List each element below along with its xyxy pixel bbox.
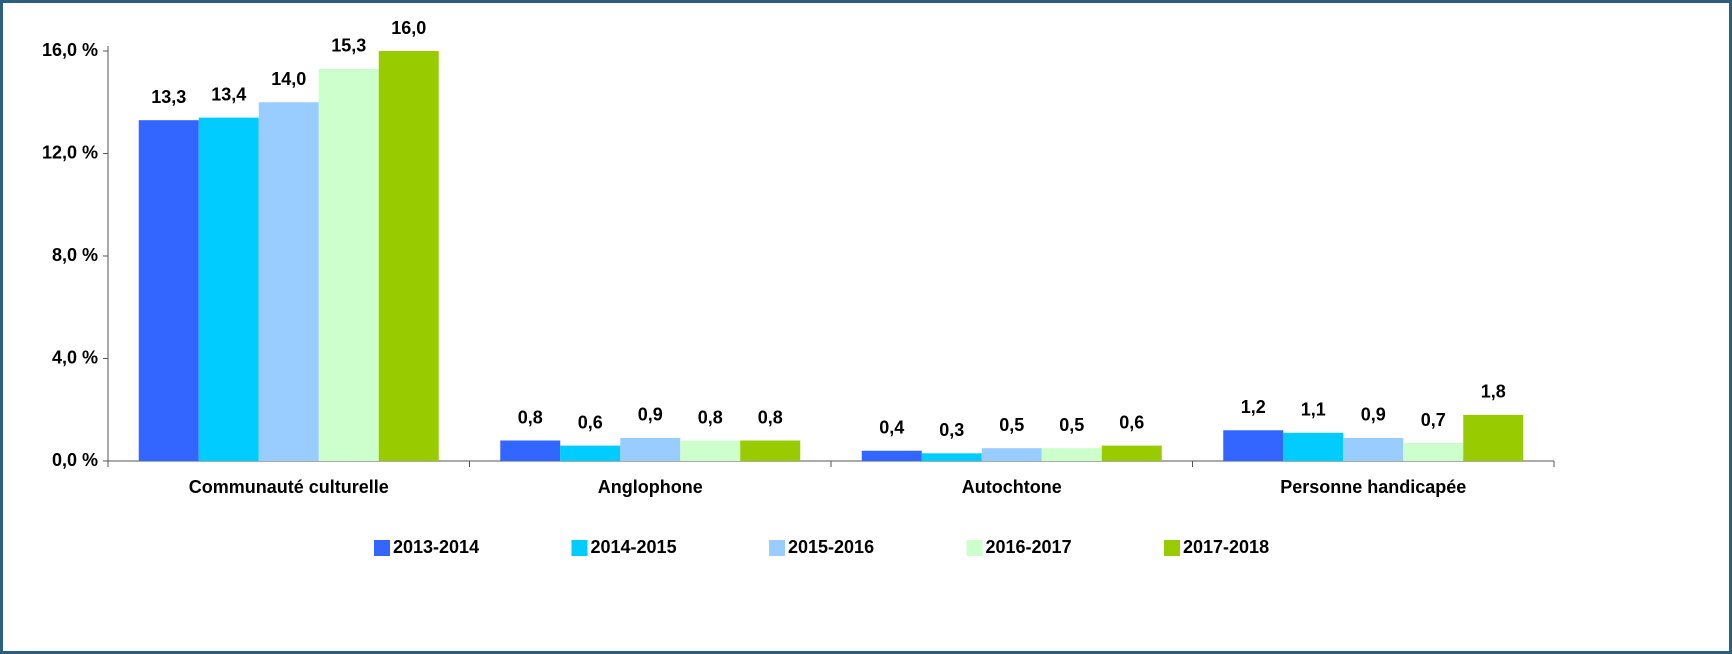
y-tick-label: 4,0 %	[52, 347, 98, 367]
bar	[981, 448, 1042, 461]
value-label: 0,8	[698, 407, 723, 427]
legend-swatch	[571, 540, 588, 556]
bar	[1343, 437, 1404, 461]
legend-label: 2013-2014	[393, 537, 479, 557]
legend-swatch	[966, 540, 983, 556]
legend-swatch	[1164, 540, 1180, 556]
bar	[680, 440, 741, 461]
bar	[1101, 445, 1162, 461]
bar	[620, 437, 681, 461]
bar	[740, 440, 801, 461]
bar	[861, 450, 922, 461]
value-label: 0,5	[1059, 415, 1084, 435]
value-label: 1,8	[1481, 382, 1506, 402]
y-tick-label: 0,0 %	[52, 450, 98, 470]
x-tick-label: Communauté culturelle	[189, 477, 389, 497]
bar	[198, 117, 259, 461]
x-tick-label: Anglophone	[598, 477, 703, 497]
value-label: 0,8	[758, 407, 783, 427]
value-label: 1,1	[1301, 400, 1326, 420]
value-label: 1,2	[1241, 397, 1266, 417]
bar	[1223, 430, 1284, 461]
bar	[500, 440, 561, 461]
bar	[1041, 448, 1102, 461]
value-label: 0,5	[999, 415, 1024, 435]
legend-label: 2016-2017	[986, 537, 1072, 557]
value-label: 0,8	[518, 407, 543, 427]
legend-label: 2017-2018	[1183, 537, 1269, 557]
bar	[1403, 443, 1464, 461]
legend-label: 2015-2016	[788, 537, 874, 557]
value-label: 0,6	[578, 412, 603, 432]
legend-swatch	[374, 540, 390, 556]
y-tick-label: 8,0 %	[52, 245, 98, 265]
value-label: 0,6	[1119, 412, 1144, 432]
bar	[921, 453, 982, 461]
y-tick-label: 12,0 %	[42, 142, 98, 162]
value-label: 14,0	[271, 69, 306, 89]
value-label: 13,3	[151, 87, 186, 107]
bar	[318, 68, 379, 461]
bar	[378, 51, 439, 461]
bar	[1283, 432, 1344, 461]
legend-swatch	[769, 540, 785, 556]
x-tick-label: Autochtone	[962, 477, 1062, 497]
y-tick-label: 16,0 %	[42, 40, 98, 60]
value-label: 15,3	[331, 36, 366, 56]
value-label: 0,3	[939, 420, 964, 440]
value-label: 0,4	[879, 418, 904, 438]
bar	[560, 445, 621, 461]
legend-label: 2014-2015	[591, 537, 677, 557]
bar	[1463, 414, 1524, 461]
value-label: 0,9	[638, 405, 663, 425]
value-label: 0,9	[1361, 405, 1386, 425]
bar	[258, 102, 319, 461]
bar	[138, 120, 199, 461]
value-label: 0,7	[1421, 410, 1446, 430]
x-tick-label: Personne handicapée	[1280, 477, 1466, 497]
value-label: 13,4	[211, 84, 246, 104]
value-label: 16,0	[391, 18, 426, 38]
